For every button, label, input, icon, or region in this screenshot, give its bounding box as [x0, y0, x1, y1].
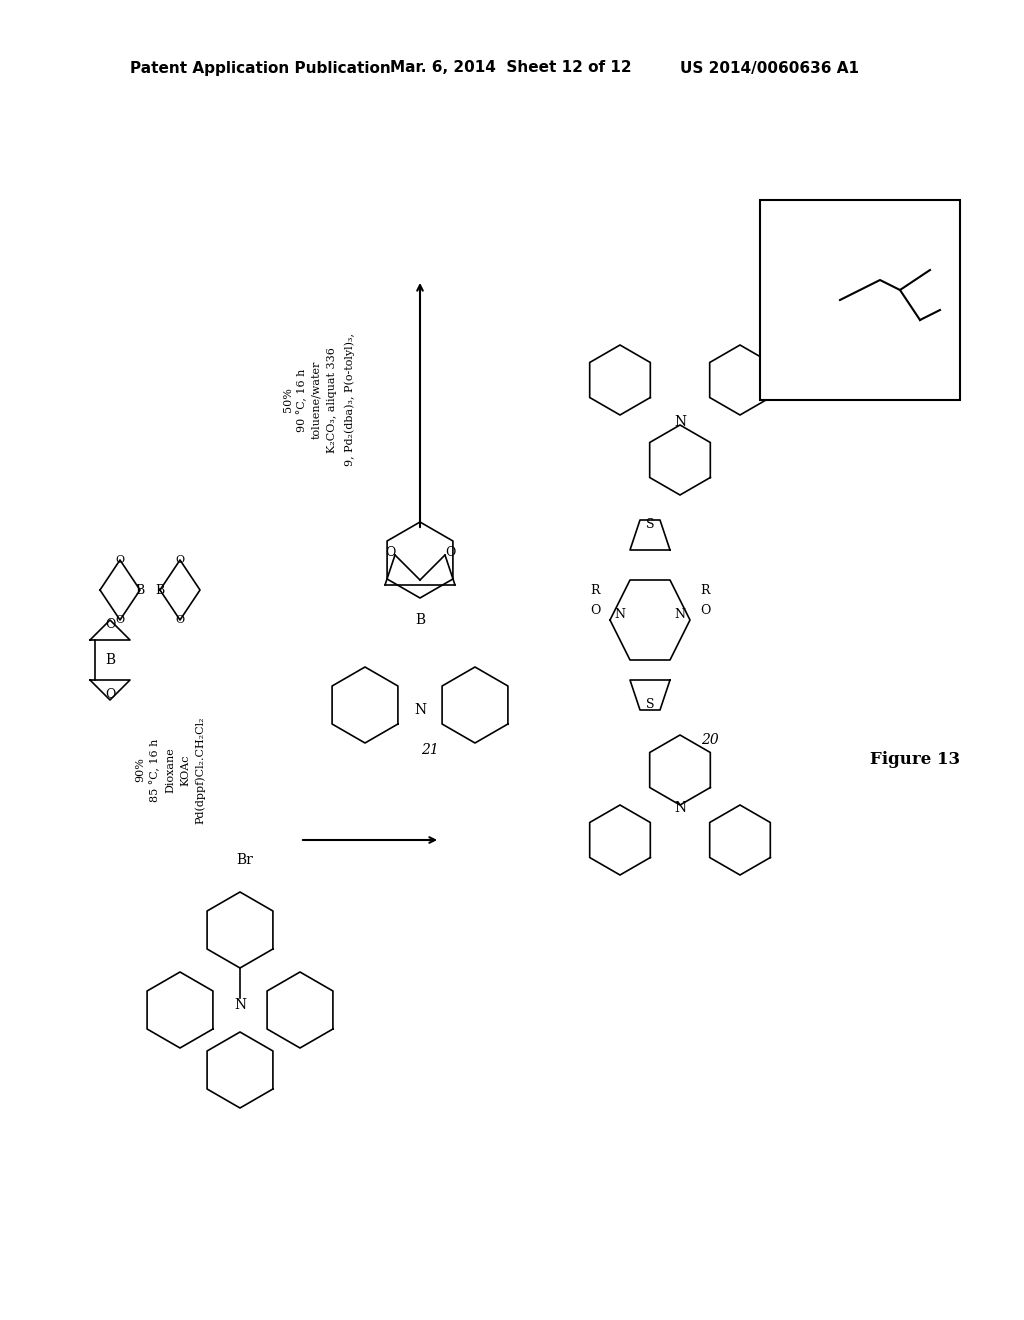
Text: O: O: [385, 545, 395, 558]
Text: 50%: 50%: [283, 388, 293, 412]
Text: O: O: [175, 615, 184, 624]
Text: 21: 21: [421, 743, 439, 756]
Text: S: S: [646, 519, 654, 532]
Text: N: N: [614, 609, 626, 622]
Text: O: O: [444, 545, 456, 558]
Bar: [760, 201, 961, 400]
Text: Pd(dppf)Cl₂.CH₂Cl₂: Pd(dppf)Cl₂.CH₂Cl₂: [195, 717, 205, 824]
Text: N: N: [233, 998, 246, 1012]
Text: toluene/water: toluene/water: [311, 360, 321, 440]
Text: 90%: 90%: [135, 758, 145, 783]
Text: N: N: [674, 801, 686, 814]
Text: 85 °C, 16 h: 85 °C, 16 h: [150, 738, 161, 801]
Text: B: B: [415, 612, 425, 627]
Text: Dioxane: Dioxane: [165, 747, 175, 793]
Text: N: N: [675, 609, 685, 622]
Text: O: O: [104, 619, 115, 631]
Text: B: B: [104, 653, 115, 667]
Text: O: O: [116, 554, 125, 565]
Text: ***: ***: [818, 296, 833, 305]
Text: 9, Pd₂(dba)₃, P(o-tolyl)₃,: 9, Pd₂(dba)₃, P(o-tolyl)₃,: [345, 334, 355, 466]
Text: N: N: [674, 414, 686, 429]
Text: Br: Br: [237, 853, 253, 867]
Text: O: O: [116, 615, 125, 624]
Text: R: R: [700, 583, 710, 597]
Text: B: B: [156, 583, 165, 597]
Text: R =: R =: [767, 293, 794, 308]
Text: O: O: [104, 689, 115, 701]
Text: O: O: [699, 603, 711, 616]
Text: 20: 20: [701, 733, 719, 747]
Text: Mar. 6, 2014  Sheet 12 of 12: Mar. 6, 2014 Sheet 12 of 12: [390, 61, 632, 75]
Text: Figure 13: Figure 13: [870, 751, 961, 768]
Text: US 2014/0060636 A1: US 2014/0060636 A1: [680, 61, 859, 75]
Text: O: O: [175, 554, 184, 565]
Text: K₂CO₃, aliquat 336: K₂CO₃, aliquat 336: [327, 347, 337, 453]
Text: 90 °C, 16 h: 90 °C, 16 h: [297, 368, 307, 432]
Text: O: O: [590, 603, 600, 616]
Text: KOAc: KOAc: [180, 754, 190, 785]
Text: B: B: [135, 583, 144, 597]
Text: S: S: [646, 698, 654, 711]
Text: Patent Application Publication: Patent Application Publication: [130, 61, 391, 75]
Text: N: N: [414, 704, 426, 717]
Text: R: R: [590, 583, 600, 597]
